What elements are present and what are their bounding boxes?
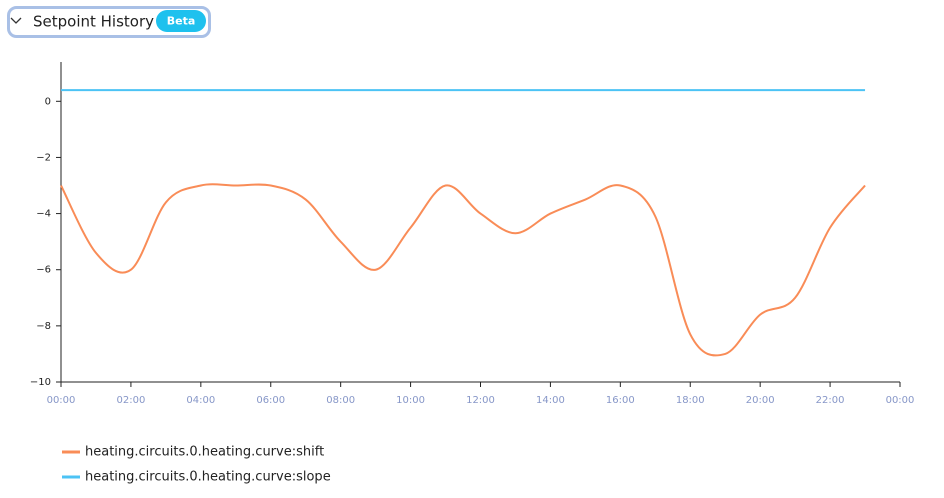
x-tick-label: 08:00 xyxy=(326,395,355,406)
y-tick-label: −8 xyxy=(36,321,51,332)
x-tick-label: 18:00 xyxy=(676,395,705,406)
x-tick-label: 00:00 xyxy=(47,395,76,406)
x-tick-label: 06:00 xyxy=(256,395,285,406)
x-tick-label: 04:00 xyxy=(186,395,215,406)
x-tick-label: 22:00 xyxy=(816,395,845,406)
x-tick-label: 00:00 xyxy=(886,395,915,406)
legend-label: heating.circuits.0.heating.curve:shift xyxy=(85,445,324,460)
x-tick-label: 10:00 xyxy=(396,395,425,406)
y-tick-label: −10 xyxy=(30,377,51,388)
y-tick-label: −6 xyxy=(36,265,51,276)
chevron-icon[interactable] xyxy=(10,17,22,24)
y-tick-label: 0 xyxy=(45,96,51,107)
y-tick-label: −4 xyxy=(36,209,51,220)
x-tick-label: 14:00 xyxy=(536,395,565,406)
badge-text: Beta xyxy=(167,15,196,28)
x-tick-label: 02:00 xyxy=(117,395,146,406)
legend-label: heating.circuits.0.heating.curve:slope xyxy=(85,470,331,485)
badge xyxy=(156,10,206,32)
x-tick-label: 20:00 xyxy=(746,395,775,406)
x-tick-label: 12:00 xyxy=(466,395,495,406)
series-line xyxy=(60,183,866,357)
y-tick-label: −2 xyxy=(36,152,51,163)
x-tick-label: 16:00 xyxy=(606,395,635,406)
section-title: Setpoint History xyxy=(33,13,154,31)
